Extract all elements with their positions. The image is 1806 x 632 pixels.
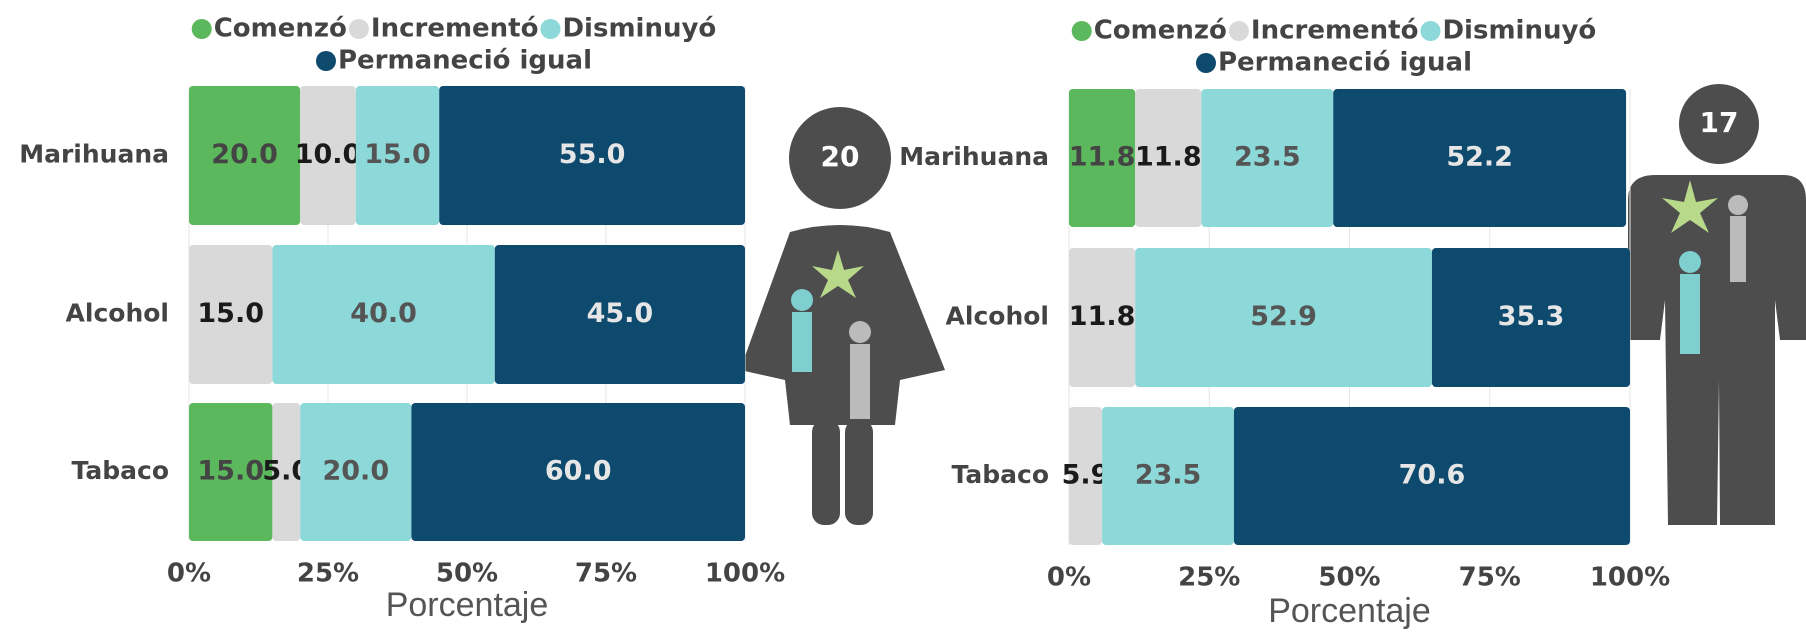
legend-swatch xyxy=(1072,21,1092,41)
value-label: 20.0 xyxy=(322,456,389,487)
value-label: 15.0 xyxy=(197,298,264,329)
legend-item: Permaneció igual xyxy=(316,46,592,76)
legend-label: Comenzó xyxy=(214,14,347,44)
x-tick-label: 100% xyxy=(1590,563,1670,593)
male-figure xyxy=(1628,84,1806,525)
category-label: Tabaco xyxy=(72,456,169,485)
value-label: 52.2 xyxy=(1446,142,1513,173)
value-label: 35.3 xyxy=(1498,301,1565,332)
figure-badge: 17 xyxy=(1700,106,1739,139)
legend-label: Disminuyó xyxy=(562,14,716,44)
page: ComenzóIncrementóDisminuyóPermaneció igu… xyxy=(0,0,1806,632)
legend-item: Permaneció igual xyxy=(1196,48,1472,78)
x-tick-label: 0% xyxy=(167,559,211,589)
legend-item: Comenzó xyxy=(192,14,347,44)
legend-swatch xyxy=(1420,21,1440,41)
legend-label: Disminuyó xyxy=(1442,16,1596,46)
value-label: 15.0 xyxy=(197,456,264,487)
legend-swatch xyxy=(349,19,369,39)
value-label: 45.0 xyxy=(587,298,654,329)
x-axis-label: Porcentaje xyxy=(1268,592,1431,630)
x-tick-label: 75% xyxy=(1459,563,1521,593)
legend-swatch xyxy=(192,19,212,39)
value-label: 10.0 xyxy=(295,139,362,170)
legend-label: Comenzó xyxy=(1094,16,1227,46)
category-label: Marihuana xyxy=(899,142,1049,171)
legend-swatch xyxy=(1196,53,1216,73)
legend-item: Incrementó xyxy=(1229,16,1419,46)
x-tick-label: 25% xyxy=(1178,563,1240,593)
legend-item: Disminuyó xyxy=(1420,16,1596,46)
x-tick-label: 50% xyxy=(436,559,498,589)
value-label: 60.0 xyxy=(545,456,612,487)
legend-swatch xyxy=(316,51,336,71)
value-label: 15.0 xyxy=(364,139,431,170)
x-tick-label: 50% xyxy=(1318,563,1380,593)
legend-label: Permaneció igual xyxy=(1218,48,1472,78)
value-label: 23.5 xyxy=(1234,142,1301,173)
category-label: Marihuana xyxy=(19,140,169,169)
legend-item: Incrementó xyxy=(349,14,539,44)
value-label: 11.8 xyxy=(1069,301,1136,332)
value-label: 70.6 xyxy=(1399,460,1466,491)
value-label: 20.0 xyxy=(211,139,278,170)
legend-label: Permaneció igual xyxy=(338,46,592,76)
value-label: 55.0 xyxy=(559,139,626,170)
legend-swatch xyxy=(540,19,560,39)
category-label: Alcohol xyxy=(66,299,169,328)
category-label: Alcohol xyxy=(946,302,1049,331)
value-label: 52.9 xyxy=(1250,301,1317,332)
figure-badge: 20 xyxy=(821,140,860,173)
x-tick-label: 25% xyxy=(297,559,359,589)
x-axis-label: Porcentaje xyxy=(386,586,549,624)
legend-swatch xyxy=(1229,21,1249,41)
value-label: 11.8 xyxy=(1069,142,1136,173)
x-tick-label: 0% xyxy=(1047,563,1091,593)
x-tick-label: 100% xyxy=(705,559,785,589)
legend-label: Incrementó xyxy=(1251,16,1419,46)
value-label: 40.0 xyxy=(350,298,417,329)
legend-label: Incrementó xyxy=(371,14,539,44)
value-label: 23.5 xyxy=(1135,460,1202,491)
legend-item: Comenzó xyxy=(1072,16,1227,46)
x-tick-label: 75% xyxy=(575,559,637,589)
value-label: 11.8 xyxy=(1135,142,1202,173)
legend-item: Disminuyó xyxy=(540,14,716,44)
category-label: Tabaco xyxy=(952,460,1049,489)
